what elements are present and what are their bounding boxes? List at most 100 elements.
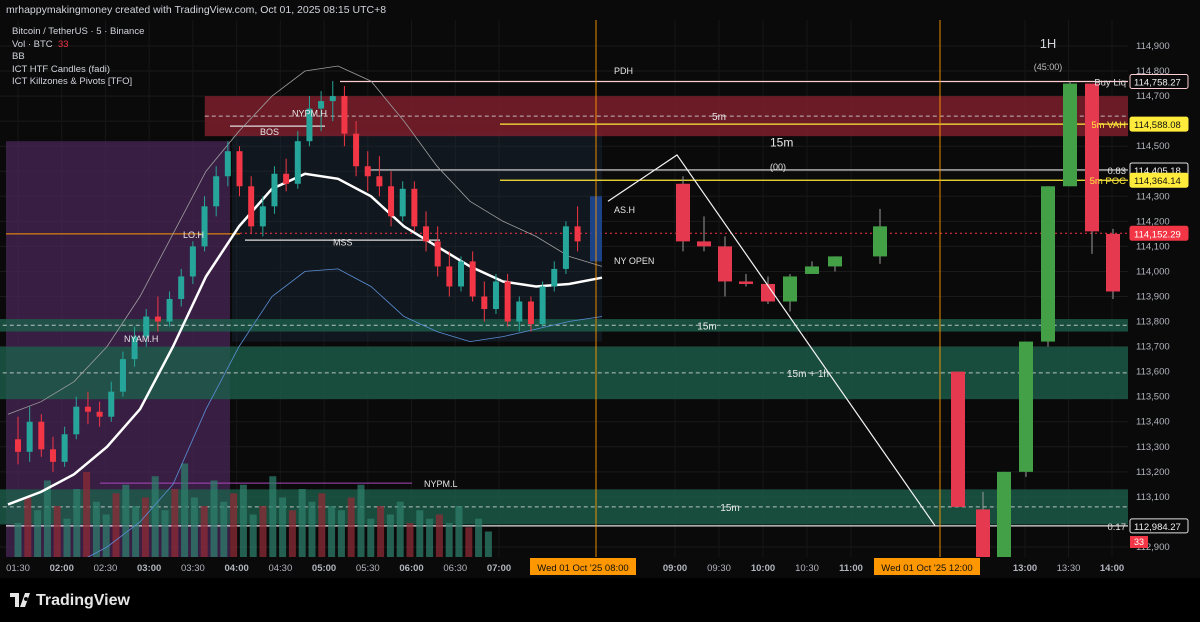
time-tick-label: 09:00 xyxy=(663,563,687,574)
candle-5m xyxy=(469,261,476,297)
time-tick-label: 01:30 xyxy=(6,563,30,574)
time-tick-label: 13:30 xyxy=(1057,563,1081,574)
annotation-lo-h: LO.H xyxy=(183,230,204,240)
volume-label[interactable]: Vol · BTC 33 xyxy=(12,38,69,50)
indicator-bb[interactable]: BB xyxy=(12,51,25,63)
volume-value: 33 xyxy=(57,38,69,50)
volume-bar xyxy=(357,484,365,557)
annotation-nypm-h: NYPM.H xyxy=(292,108,327,118)
price-tag-text: 114,405.18 xyxy=(1134,166,1181,177)
htf-candle xyxy=(697,241,711,247)
candle-5m xyxy=(527,301,534,325)
time-tick-label: 07:00 xyxy=(487,563,511,574)
price-tick-label: 113,300 xyxy=(1136,442,1170,453)
date-marker-text: Wed 01 Oct '25 08:00 xyxy=(537,563,628,574)
candle-5m xyxy=(318,101,325,109)
volume-bar xyxy=(112,493,120,557)
time-tick-label: 03:00 xyxy=(137,563,161,574)
candle-5m xyxy=(189,246,196,277)
volume-bar xyxy=(279,497,287,557)
candle-5m xyxy=(376,176,383,187)
candle-5m xyxy=(434,241,441,267)
price-tag-side-label: 5m VAH xyxy=(1091,120,1126,131)
time-tick-label: 11:00 xyxy=(839,563,863,574)
candlestick-chart[interactable]: 5m 15m 15m + 1h 15m PDH 15m (00) AS.H NY OPEN BOS… xyxy=(0,0,1200,578)
candle-5m xyxy=(294,141,301,184)
volume-bar xyxy=(337,510,345,557)
price-axis-bg xyxy=(1128,0,1200,557)
htf-candle xyxy=(1085,83,1099,232)
volume-bar xyxy=(230,493,238,557)
htf-candle xyxy=(1106,233,1120,292)
htf-timer: (45:00) xyxy=(1034,62,1063,72)
candle-5m xyxy=(166,298,173,322)
candle-5m xyxy=(236,151,243,187)
indicator-killzones[interactable]: ICT Killzones & Pivots [TFO] xyxy=(12,76,133,88)
volume-bar xyxy=(53,506,61,557)
price-tick-label: 113,700 xyxy=(1136,342,1170,353)
time-tick-label: 02:30 xyxy=(94,563,118,574)
zone-label: 15m xyxy=(697,321,716,332)
volume-bar xyxy=(475,518,483,557)
date-marker-text: Wed 01 Oct '25 12:00 xyxy=(881,563,972,574)
candle-5m xyxy=(329,96,336,102)
price-tick-label: 114,300 xyxy=(1136,191,1170,202)
candle-5m xyxy=(61,434,68,462)
date-marker-box xyxy=(530,558,636,575)
tradingview-icon xyxy=(10,593,30,607)
indicator-htf-candles[interactable]: ICT HTF Candles (fadi) xyxy=(12,63,111,75)
volume-bar xyxy=(396,501,404,557)
candle-5m xyxy=(271,173,278,207)
volume-bar xyxy=(220,501,228,557)
volume-bar xyxy=(298,489,306,557)
candle-5m xyxy=(84,406,91,412)
price-tick-label: 114,900 xyxy=(1136,41,1170,52)
volume-bar xyxy=(249,514,257,557)
tradingview-logo[interactable]: TradingView xyxy=(10,592,130,610)
zone-label: 15m xyxy=(720,503,739,514)
candle-5m xyxy=(492,281,499,310)
candle-5m xyxy=(411,188,418,227)
candle-5m xyxy=(178,276,185,299)
price-tick-label: 114,700 xyxy=(1136,91,1170,102)
annotation-nyam-h: NYAM.H xyxy=(124,334,158,344)
volume-bar xyxy=(308,501,316,557)
candle-5m xyxy=(38,421,45,450)
candle-5m xyxy=(154,316,161,322)
htf-candle xyxy=(976,509,990,568)
volume-bar xyxy=(465,527,473,557)
candle-5m xyxy=(73,406,80,435)
candle-5m xyxy=(458,261,465,287)
candle-5m xyxy=(551,268,558,287)
volume-bar xyxy=(200,506,208,557)
volume-bar xyxy=(190,497,198,557)
volume-bar xyxy=(347,497,355,557)
volume-bar xyxy=(210,480,218,557)
volume-bar xyxy=(367,518,375,557)
candle-5m xyxy=(143,316,150,337)
price-tag xyxy=(1129,172,1189,188)
price-tag xyxy=(1129,116,1189,132)
time-tick-label: 10:30 xyxy=(795,563,819,574)
price-tag-text: 114,152.29 xyxy=(1134,229,1181,240)
price-tag xyxy=(1129,518,1189,534)
symbol-label[interactable]: Bitcoin / TetherUS · 5 · Binance xyxy=(12,26,145,37)
volume-bar xyxy=(269,476,277,557)
time-tick-label: 09:30 xyxy=(707,563,731,574)
volume-bar xyxy=(141,497,149,557)
candle-5m xyxy=(399,188,406,217)
brand-name: TradingView xyxy=(36,592,130,609)
htf-candle xyxy=(718,246,732,282)
price-tick-label: 114,000 xyxy=(1136,266,1170,277)
candle-5m xyxy=(353,133,360,167)
annotation-15m: 15m xyxy=(770,135,793,149)
price-tag-side-label: Buy Liq xyxy=(1094,78,1126,89)
time-tick-label: 04:00 xyxy=(224,563,248,574)
candle-5m xyxy=(201,206,208,247)
price-tick-label: 112,900 xyxy=(1136,542,1170,553)
candle-5m xyxy=(248,186,255,227)
htf-candle xyxy=(828,256,842,267)
time-tick-label: 05:00 xyxy=(312,563,336,574)
price-tick-label: 113,900 xyxy=(1136,291,1170,302)
volume-bar xyxy=(14,523,22,557)
